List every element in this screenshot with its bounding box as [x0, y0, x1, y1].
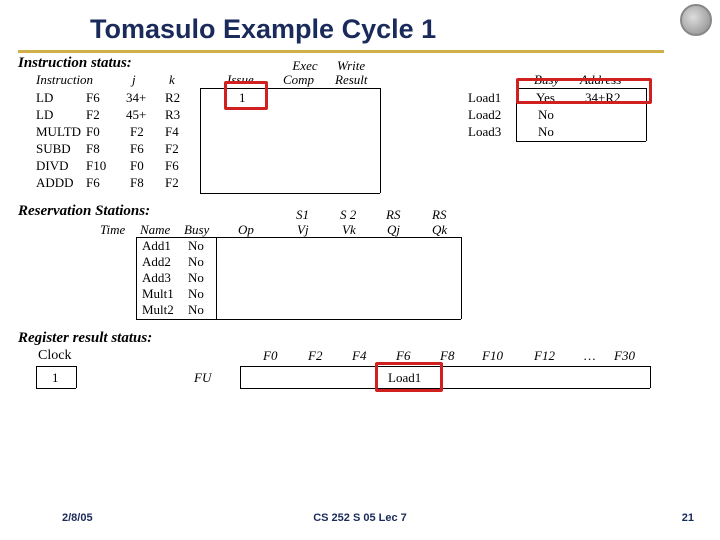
load-name: Load3: [468, 124, 501, 140]
reg-vline-l: [240, 366, 241, 388]
instr-dest: F2: [86, 107, 100, 123]
hdr-busy: Busy: [184, 222, 209, 238]
seal-logo: [680, 4, 712, 36]
hdr-qk: Qk: [432, 222, 447, 238]
instr-k: F2: [165, 141, 179, 157]
highlight-load1: [516, 78, 652, 104]
rs-name: Mult2: [142, 302, 174, 318]
instr-k: F4: [165, 124, 179, 140]
instr-j: F2: [130, 124, 144, 140]
instr-j: F6: [130, 141, 144, 157]
rs-name: Add3: [142, 270, 171, 286]
rs-name: Mult1: [142, 286, 174, 302]
instr-k: F2: [165, 175, 179, 191]
load-busy: No: [538, 107, 554, 123]
instr-j: 34+: [126, 90, 146, 106]
rs-vline-m: [216, 237, 217, 319]
hdr-name: Name: [140, 222, 170, 238]
instr-dest: F0: [86, 124, 100, 140]
reg-clock-top: [36, 366, 76, 367]
title-underline: [18, 50, 664, 53]
instr-dest: F6: [86, 90, 100, 106]
hdr-time: Time: [100, 222, 125, 238]
reg-clock-l: [36, 366, 37, 388]
rs-name: Add2: [142, 254, 171, 270]
rs-hline-top: [136, 237, 461, 238]
hdr-f12: F12: [534, 348, 555, 364]
rs-busy: No: [188, 238, 204, 254]
hdr-instruction: Instruction: [36, 72, 93, 88]
highlight-issue: [224, 81, 268, 110]
instr-op: MULTD: [36, 124, 81, 140]
hdr-f0: F0: [263, 348, 277, 364]
instr-vline-r: [380, 88, 381, 193]
hdr-dots: …: [584, 348, 596, 364]
instr-vline-l: [200, 88, 201, 193]
hdr-result: Result: [335, 72, 368, 88]
instr-hline-bot: [200, 193, 380, 194]
highlight-f6: [375, 362, 443, 392]
load-name: Load2: [468, 107, 501, 123]
rs-busy: No: [188, 254, 204, 270]
instr-dest: F6: [86, 175, 100, 191]
instr-op: LD: [36, 90, 53, 106]
instr-op: SUBD: [36, 141, 71, 157]
section-instruction-status: Instruction status:: [18, 55, 132, 72]
hdr-f4: F4: [352, 348, 366, 364]
hdr-qj: Qj: [387, 222, 400, 238]
instr-j: 45+: [126, 107, 146, 123]
instr-op: DIVD: [36, 158, 69, 174]
reg-hline-top: [240, 366, 650, 367]
hdr-fu: FU: [194, 370, 211, 386]
hdr-f10: F10: [482, 348, 503, 364]
section-reg: Register result status:: [18, 330, 152, 347]
hdr-clock: Clock: [38, 348, 71, 364]
reg-clock: 1: [52, 370, 59, 386]
instr-op: ADDD: [36, 175, 74, 191]
instr-dest: F10: [86, 158, 106, 174]
hdr-k: k: [169, 72, 175, 88]
instr-k: R2: [165, 90, 180, 106]
hdr-vk: Vk: [342, 222, 356, 238]
rs-vline-r: [461, 237, 462, 319]
hdr-rsk: RS: [432, 207, 446, 223]
rs-vline-l: [136, 237, 137, 319]
slide-title: Tomasulo Example Cycle 1: [90, 14, 436, 45]
load-busy: No: [538, 124, 554, 140]
rs-hline-bot: [136, 319, 461, 320]
hdr-s1: S1: [296, 207, 309, 223]
hdr-s2: S 2: [340, 207, 356, 223]
instr-dest: F8: [86, 141, 100, 157]
hdr-j: j: [132, 72, 136, 88]
rs-busy: No: [188, 302, 204, 318]
hdr-f2: F2: [308, 348, 322, 364]
footer-course: CS 252 S 05 Lec 7: [0, 512, 720, 524]
instr-j: F0: [130, 158, 144, 174]
instr-j: F8: [130, 175, 144, 191]
hdr-op: Op: [238, 222, 254, 238]
load-name: Load1: [468, 90, 501, 106]
hdr-rsj: RS: [386, 207, 400, 223]
reg-vline-r: [650, 366, 651, 388]
instr-k: F6: [165, 158, 179, 174]
reg-clock-r: [76, 366, 77, 388]
reg-clock-bot: [36, 388, 76, 389]
rs-busy: No: [188, 286, 204, 302]
rs-name: Add1: [142, 238, 171, 254]
instr-k: R3: [165, 107, 180, 123]
reg-hline-bot: [240, 388, 650, 389]
hdr-vj: Vj: [297, 222, 309, 238]
hdr-comp: Comp: [283, 72, 314, 88]
load-hline-bot: [516, 141, 646, 142]
instr-op: LD: [36, 107, 53, 123]
footer-page: 21: [682, 512, 694, 524]
hdr-f30: F30: [614, 348, 635, 364]
section-rs: Reservation Stations:: [18, 203, 150, 220]
rs-busy: No: [188, 270, 204, 286]
